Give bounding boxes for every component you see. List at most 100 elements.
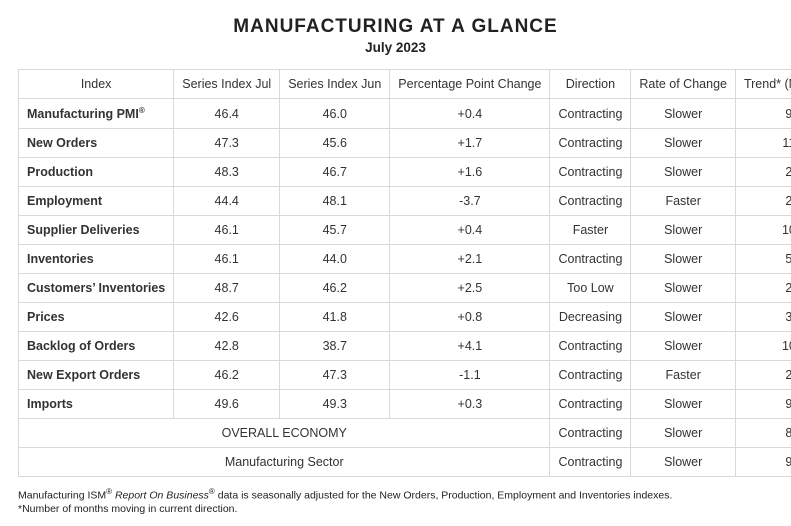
cell-rate: Faster (631, 361, 736, 390)
summary-row: OVERALL ECONOMYContractingSlower8 (19, 419, 791, 448)
table-row: Supplier Deliveries46.145.7+0.4FasterSlo… (19, 216, 791, 245)
table-header-row: Index Series Index Jul Series Index Jun … (19, 70, 791, 99)
cell-index: Customers’ Inventories (19, 274, 174, 303)
cell-dir: Contracting (550, 187, 631, 216)
cell-trend: 9 (735, 390, 791, 419)
cell-dir: Contracting (550, 419, 631, 448)
cell-jul: 44.4 (174, 187, 280, 216)
cell-rate: Slower (631, 303, 736, 332)
cell-trend: 9 (735, 99, 791, 129)
cell-pct: -1.1 (390, 361, 550, 390)
cell-jun: 46.2 (280, 274, 390, 303)
cell-dir: Decreasing (550, 303, 631, 332)
cell-jun: 49.3 (280, 390, 390, 419)
cell-pct: +2.5 (390, 274, 550, 303)
col-pct: Percentage Point Change (390, 70, 550, 99)
cell-pct: +2.1 (390, 245, 550, 274)
cell-rate: Slower (631, 216, 736, 245)
cell-index: Imports (19, 390, 174, 419)
table-row: Prices42.641.8+0.8DecreasingSlower3 (19, 303, 791, 332)
table-row: Imports49.649.3+0.3ContractingSlower9 (19, 390, 791, 419)
table-row: New Export Orders46.247.3-1.1Contracting… (19, 361, 791, 390)
cell-pct: +0.4 (390, 99, 550, 129)
cell-dir: Contracting (550, 361, 631, 390)
page-title: MANUFACTURING AT A GLANCE (18, 16, 773, 38)
footnote-2: *Number of months moving in current dire… (18, 503, 773, 516)
cell-dir: Faster (550, 216, 631, 245)
col-index: Index (19, 70, 174, 99)
cell-trend: 10 (735, 216, 791, 245)
cell-trend: 10 (735, 332, 791, 361)
cell-jun: 47.3 (280, 361, 390, 390)
glance-table: Index Series Index Jul Series Index Jun … (18, 69, 791, 477)
cell-jul: 49.6 (174, 390, 280, 419)
cell-jul: 42.8 (174, 332, 280, 361)
cell-rate: Slower (631, 129, 736, 158)
footnote-1: Manufacturing ISM® Report On Business® d… (18, 487, 773, 503)
cell-jun: 45.6 (280, 129, 390, 158)
cell-jun: 48.1 (280, 187, 390, 216)
cell-dir: Too Low (550, 274, 631, 303)
cell-trend: 2 (735, 187, 791, 216)
cell-dir: Contracting (550, 448, 631, 477)
cell-trend: 9 (735, 448, 791, 477)
cell-rate: Slower (631, 99, 736, 129)
cell-rate: Slower (631, 332, 736, 361)
cell-index: Employment (19, 187, 174, 216)
cell-jun: 45.7 (280, 216, 390, 245)
footnotes: Manufacturing ISM® Report On Business® d… (18, 487, 773, 516)
summary-row: Manufacturing SectorContractingSlower9 (19, 448, 791, 477)
cell-jul: 46.1 (174, 245, 280, 274)
cell-rate: Slower (631, 419, 736, 448)
table-row: Manufacturing PMI®46.446.0+0.4Contractin… (19, 99, 791, 129)
col-jul: Series Index Jul (174, 70, 280, 99)
cell-dir: Contracting (550, 332, 631, 361)
cell-trend: 5 (735, 245, 791, 274)
cell-dir: Contracting (550, 390, 631, 419)
page-subtitle: July 2023 (18, 40, 773, 55)
cell-pct: +1.7 (390, 129, 550, 158)
cell-rate: Slower (631, 274, 736, 303)
cell-rate: Faster (631, 187, 736, 216)
cell-jun: 41.8 (280, 303, 390, 332)
cell-dir: Contracting (550, 99, 631, 129)
cell-trend: 2 (735, 361, 791, 390)
cell-jul: 46.4 (174, 99, 280, 129)
cell-index: Prices (19, 303, 174, 332)
cell-jun: 44.0 (280, 245, 390, 274)
cell-jun: 38.7 (280, 332, 390, 361)
cell-dir: Contracting (550, 158, 631, 187)
col-dir: Direction (550, 70, 631, 99)
cell-rate: Slower (631, 158, 736, 187)
cell-trend: 2 (735, 158, 791, 187)
cell-trend: 8 (735, 419, 791, 448)
cell-pct: -3.7 (390, 187, 550, 216)
table-row: Customers’ Inventories48.746.2+2.5Too Lo… (19, 274, 791, 303)
cell-jul: 48.3 (174, 158, 280, 187)
cell-trend: 11 (735, 129, 791, 158)
cell-rate: Slower (631, 390, 736, 419)
table-row: Backlog of Orders42.838.7+4.1Contracting… (19, 332, 791, 361)
cell-jul: 46.2 (174, 361, 280, 390)
cell-pct: +0.4 (390, 216, 550, 245)
cell-index: Backlog of Orders (19, 332, 174, 361)
cell-dir: Contracting (550, 245, 631, 274)
cell-jul: 42.6 (174, 303, 280, 332)
cell-rate: Slower (631, 448, 736, 477)
col-trend: Trend* (Months) (735, 70, 791, 99)
cell-pct: +4.1 (390, 332, 550, 361)
summary-label: Manufacturing Sector (19, 448, 550, 477)
table-row: Employment44.448.1-3.7ContractingFaster2 (19, 187, 791, 216)
cell-trend: 2 (735, 274, 791, 303)
summary-label: OVERALL ECONOMY (19, 419, 550, 448)
cell-jun: 46.7 (280, 158, 390, 187)
table-row: Inventories46.144.0+2.1ContractingSlower… (19, 245, 791, 274)
cell-jul: 48.7 (174, 274, 280, 303)
cell-dir: Contracting (550, 129, 631, 158)
col-rate: Rate of Change (631, 70, 736, 99)
col-jun: Series Index Jun (280, 70, 390, 99)
cell-rate: Slower (631, 245, 736, 274)
cell-index: New Orders (19, 129, 174, 158)
cell-pct: +1.6 (390, 158, 550, 187)
cell-index: Inventories (19, 245, 174, 274)
